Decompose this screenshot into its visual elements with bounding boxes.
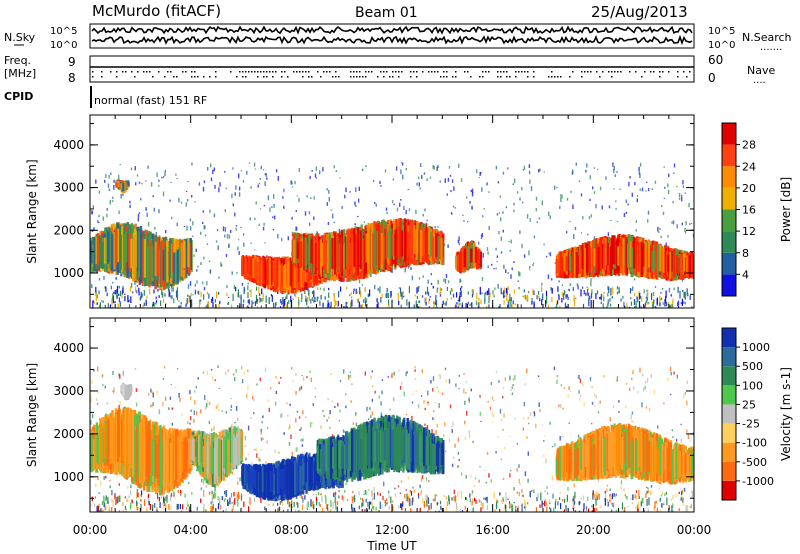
y-tick-label: 2000 <box>53 223 84 237</box>
colorbar-tick-label: 25 <box>742 398 756 411</box>
colorbar-segment <box>722 144 736 167</box>
noise-line-1 <box>91 25 693 35</box>
nave-dots: .... <box>753 75 766 86</box>
colorbar-segment <box>722 231 736 253</box>
panel-1: 1000 2000 3000 4000 Slant Range [km] 4 8 12 16 20… <box>25 114 793 309</box>
y-tick-label: 1000 <box>53 470 84 484</box>
panel-2-data <box>90 365 694 512</box>
colorbar-tick-label: 12 <box>742 225 756 238</box>
x-tick-label: 04:00 <box>173 523 208 537</box>
colorbar-label: Power [dB] <box>779 177 793 242</box>
nsearch-label: N.Search <box>742 31 792 44</box>
colorbar-tick-label: 24 <box>742 160 756 173</box>
nave-label: Nave <box>747 64 775 77</box>
freq-unit-label: [MHz] <box>4 67 36 80</box>
colorbar-segment <box>722 442 736 462</box>
colorbar-tick-label: 20 <box>742 182 756 195</box>
colorbar-segment <box>722 347 736 367</box>
colorbar-segment <box>722 423 736 443</box>
colorbar-segment <box>722 480 736 500</box>
y-tick-label: 3000 <box>53 384 84 398</box>
colorbar-tick-label: 1000 <box>742 341 770 354</box>
colorbar-segment <box>722 385 736 405</box>
y-tick-label: 2000 <box>53 427 84 441</box>
nsearch-dots: ....... <box>760 42 782 53</box>
beam-title: Beam 01 <box>355 5 418 21</box>
panel-2: 1000 2000 3000 4000 Slant Range [km] 1000 500 1… <box>25 317 793 553</box>
x-tick-label: 20:00 <box>576 523 611 537</box>
freq-label: Freq. <box>4 54 31 67</box>
noise-tick-left-bottom: 10^0 <box>50 40 77 51</box>
x-tick-label: 16:00 <box>475 523 510 537</box>
colorbar-segment <box>722 366 736 386</box>
x-tick-label: 00:00 <box>677 523 712 537</box>
colorbar-tick-label: 28 <box>742 139 756 152</box>
nsky-label: N.Sky <box>4 31 36 44</box>
freq-tick-bottom: 8 <box>68 71 76 85</box>
y-tick-label: 4000 <box>53 341 84 355</box>
colorbar-tick-label: 16 <box>742 204 756 217</box>
cpid-value: normal (fast) 151 RF <box>94 94 207 107</box>
nave-tick-bottom: 0 <box>708 71 716 85</box>
colorbar-segment <box>722 209 736 232</box>
freq-strip: Freq. [MHz] 9 8 60 0 Nave .... <box>4 53 775 86</box>
noise-strip: N.Sky N.Search ....... 10^5 10^0 10^5 10… <box>4 23 792 53</box>
colorbar-tick-label: -1000 <box>742 475 774 488</box>
colorbar-segment <box>722 252 736 275</box>
y-axis-label: Slant Range [km] <box>25 363 39 467</box>
y-tick-label: 1000 <box>53 266 84 280</box>
colorbar-tick-label: 8 <box>742 247 749 260</box>
y-tick-label: 4000 <box>53 138 84 152</box>
y-axis-label: Slant Range [km] <box>25 159 39 263</box>
colorbar-segment <box>722 461 736 481</box>
colorbar-label: Velocity [m s-1] <box>779 367 793 461</box>
colorbar-segment <box>722 274 736 296</box>
colorbar-segment <box>722 166 736 188</box>
colorbar-tick-label: 500 <box>742 360 763 373</box>
station-title: McMurdo (fitACF) <box>92 2 221 20</box>
cpid-label: CPID <box>4 90 33 103</box>
colorbar-tick-label: 100 <box>742 379 763 392</box>
y-tick-label: 3000 <box>53 181 84 195</box>
colorbar-tick-label: -25 <box>742 418 760 431</box>
x-axis-label: Time UT <box>366 539 417 553</box>
noise-tick-right-bottom: 10^0 <box>708 40 735 51</box>
date-title: 25/Aug/2013 <box>591 3 688 21</box>
noise-line-2 <box>91 34 693 46</box>
nave-tick-top: 60 <box>708 53 723 67</box>
colorbar-tick-label: -100 <box>742 437 767 450</box>
noise-tick-right-top: 10^5 <box>708 26 735 37</box>
freq-tick-top: 9 <box>68 55 76 69</box>
x-tick-label: 08:00 <box>274 523 309 537</box>
colorbar-tick-label: 4 <box>742 268 749 281</box>
colorbar-segment <box>722 328 736 348</box>
x-tick-label: 12:00 <box>375 523 410 537</box>
colorbar-tick-label: -500 <box>742 456 767 469</box>
x-tick-label: 00:00 <box>73 523 108 537</box>
colorbar-segment <box>722 123 736 145</box>
colorbar-segment <box>722 404 736 424</box>
noise-tick-left-top: 10^5 <box>50 26 77 37</box>
panel-1-data <box>90 162 694 308</box>
colorbar-segment <box>722 187 736 210</box>
